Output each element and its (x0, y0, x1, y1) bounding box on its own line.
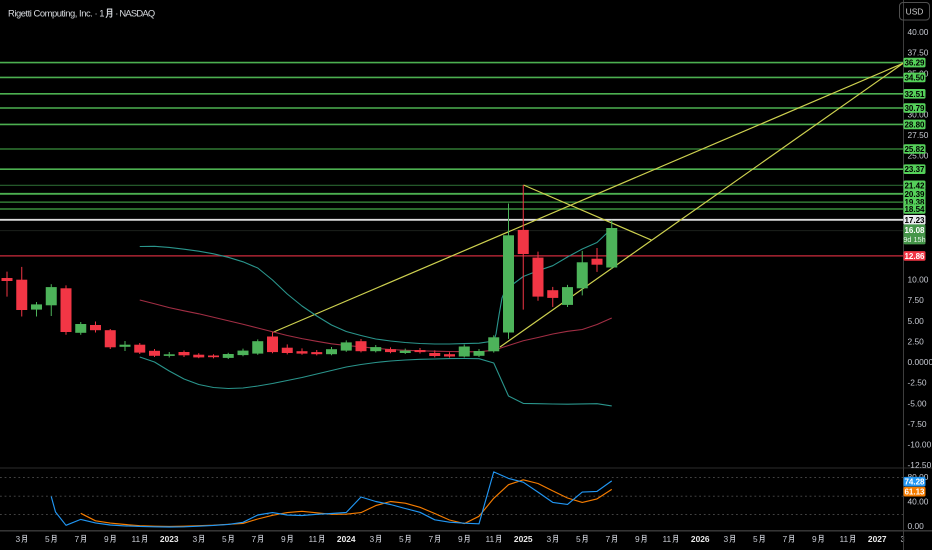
svg-text:3: 3 (193, 534, 198, 544)
svg-text:9: 9 (458, 534, 463, 544)
svg-text:30.79: 30.79 (904, 104, 925, 113)
svg-text:40.00: 40.00 (908, 497, 929, 507)
svg-text:2025: 2025 (514, 534, 533, 544)
svg-text:27.50: 27.50 (908, 130, 929, 140)
svg-text:37.50: 37.50 (908, 48, 929, 58)
svg-text:7.50: 7.50 (908, 295, 925, 305)
svg-text:21.42: 21.42 (904, 181, 925, 190)
svg-text:61.13: 61.13 (904, 488, 925, 497)
svg-text:11: 11 (663, 534, 672, 544)
svg-text:9: 9 (281, 534, 286, 544)
svg-text:11: 11 (486, 534, 495, 544)
svg-text:-10.00: -10.00 (908, 440, 932, 450)
svg-text:· NASDAQ: · NASDAQ (115, 8, 155, 19)
svg-text:9: 9 (104, 534, 109, 544)
svg-text:9: 9 (635, 534, 640, 544)
svg-text:5: 5 (753, 534, 758, 544)
svg-text:Rigetti Computing, Inc. · 1: Rigetti Computing, Inc. · 1 (8, 8, 105, 19)
svg-text:2.50: 2.50 (908, 336, 925, 346)
svg-text:34.50: 34.50 (904, 73, 925, 82)
svg-text:25.00: 25.00 (908, 151, 929, 161)
svg-text:36.29: 36.29 (904, 59, 925, 68)
svg-text:11: 11 (132, 534, 141, 544)
svg-text:5.00: 5.00 (908, 316, 925, 326)
svg-text:-7.50: -7.50 (908, 419, 927, 429)
svg-text:2026: 2026 (691, 534, 710, 544)
svg-text:-2.50: -2.50 (908, 378, 927, 388)
svg-text:74.28: 74.28 (904, 478, 925, 487)
svg-text:32.51: 32.51 (904, 90, 925, 99)
svg-text:23.37: 23.37 (904, 165, 925, 174)
svg-text:3: 3 (724, 534, 729, 544)
svg-text:25.82: 25.82 (904, 145, 925, 154)
svg-text:5: 5 (576, 534, 581, 544)
svg-text:3: 3 (547, 534, 552, 544)
svg-text:2027: 2027 (868, 534, 887, 544)
svg-text:30.00: 30.00 (908, 110, 929, 120)
svg-text:2024: 2024 (337, 534, 356, 544)
svg-text:9d 15h: 9d 15h (903, 235, 925, 244)
svg-text:5: 5 (399, 534, 404, 544)
svg-text:USD: USD (906, 7, 924, 17)
svg-text:7: 7 (252, 534, 257, 544)
svg-text:5: 5 (45, 534, 50, 544)
svg-text:-5.00: -5.00 (908, 398, 927, 408)
svg-text:-12.50: -12.50 (908, 460, 932, 470)
svg-text:3: 3 (370, 534, 375, 544)
svg-text:17.23: 17.23 (904, 216, 925, 225)
svg-text:0.0000: 0.0000 (908, 357, 932, 367)
svg-text:2023: 2023 (160, 534, 179, 544)
svg-text:0.00: 0.00 (908, 521, 925, 531)
svg-text:10.00: 10.00 (908, 275, 929, 285)
svg-text:20.39: 20.39 (904, 190, 925, 199)
svg-text:7: 7 (606, 534, 611, 544)
svg-text:7: 7 (783, 534, 788, 544)
svg-text:7: 7 (75, 534, 80, 544)
svg-text:3: 3 (16, 534, 21, 544)
svg-text:12.86: 12.86 (904, 252, 925, 261)
svg-text:16.08: 16.08 (904, 226, 925, 235)
svg-text:5: 5 (222, 534, 227, 544)
svg-text:9: 9 (812, 534, 817, 544)
svg-text:19.38: 19.38 (904, 198, 925, 207)
svg-text:11: 11 (840, 534, 849, 544)
svg-text:18.54: 18.54 (904, 205, 925, 214)
svg-text:28.80: 28.80 (904, 120, 925, 129)
svg-text:11: 11 (309, 534, 318, 544)
svg-text:7: 7 (429, 534, 434, 544)
svg-text:40.00: 40.00 (908, 27, 929, 37)
